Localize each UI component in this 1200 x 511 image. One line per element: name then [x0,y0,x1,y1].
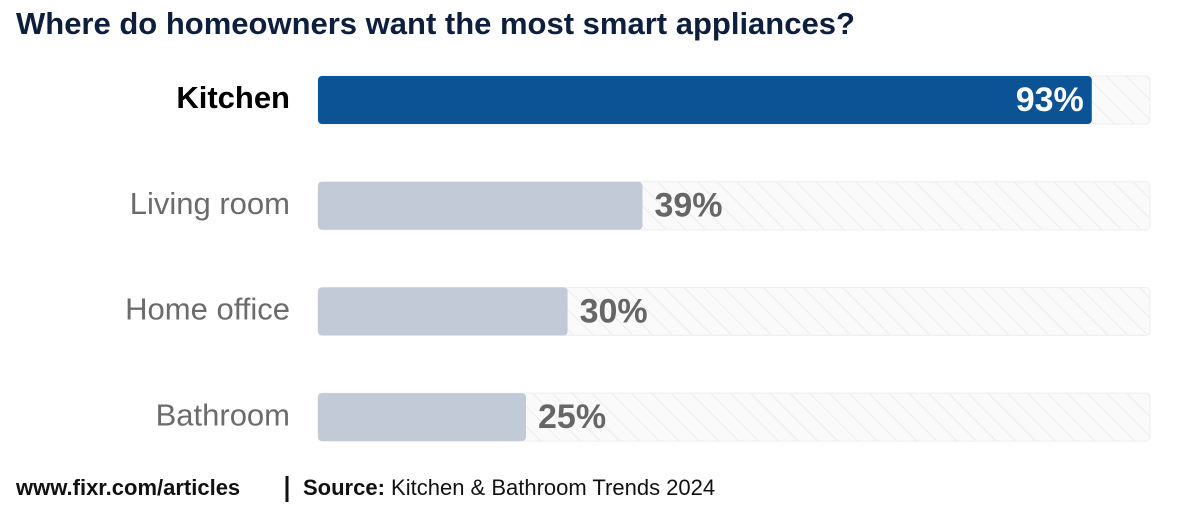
chart-title: Where do homeowners want the most smart … [16,6,855,41]
footer-source: Source: Kitchen & Bathroom Trends 2024 [303,475,715,500]
value-label: 39% [654,187,722,225]
bar [318,76,1092,124]
value-label: 93% [1016,81,1084,119]
source-text: Kitchen & Bathroom Trends 2024 [391,475,715,500]
bar [318,287,568,336]
footer-url: www.fixr.com/articles [15,475,240,500]
value-label: 25% [538,398,606,436]
source-label: Source: [303,475,385,500]
bar [318,181,643,230]
category-label: Kitchen [176,80,290,115]
category-label: Bathroom [156,397,290,432]
value-label: 30% [580,292,648,330]
bar [318,393,526,442]
category-label: Home office [125,292,290,327]
category-label: Living room [130,186,290,221]
